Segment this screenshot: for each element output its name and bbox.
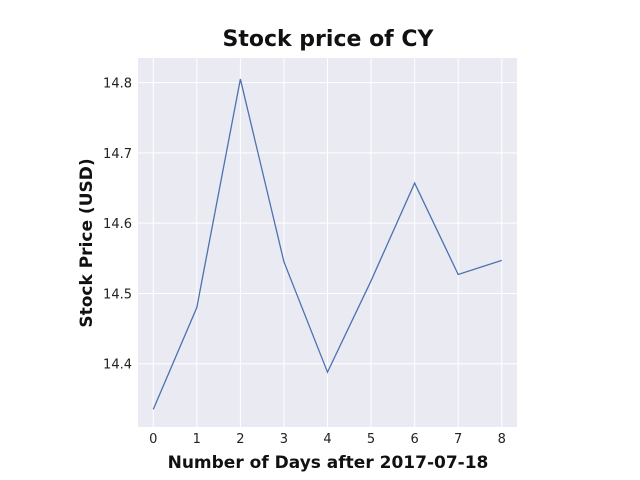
x-tick-label: 7: [454, 432, 462, 447]
x-tick-label: 0: [149, 432, 157, 447]
y-axis-ticks: 14.4 14.5 14.6 14.7 14.8: [103, 77, 132, 373]
y-tick-label: 14.6: [103, 217, 132, 232]
x-axis-label: Number of Days after 2017-07-18: [168, 453, 489, 473]
x-tick-label: 8: [498, 432, 506, 447]
chart-title: Stock price of CY: [223, 27, 435, 52]
x-tick-label: 6: [410, 432, 418, 447]
x-tick-label: 5: [367, 432, 375, 447]
y-tick-label: 14.5: [103, 287, 132, 302]
grid: [138, 58, 517, 427]
x-tick-label: 1: [193, 432, 201, 447]
y-tick-label: 14.4: [103, 358, 132, 373]
x-tick-label: 3: [280, 432, 288, 447]
y-tick-label: 14.7: [103, 147, 132, 162]
x-axis-ticks: 0 1 2 3 4 5 6 7 8: [149, 432, 506, 447]
x-tick-label: 2: [236, 432, 244, 447]
y-tick-label: 14.8: [103, 77, 132, 92]
series-layer: [152, 78, 502, 410]
x-tick-label: 4: [323, 432, 331, 447]
y-axis-label: Stock Price (USD): [77, 158, 97, 327]
